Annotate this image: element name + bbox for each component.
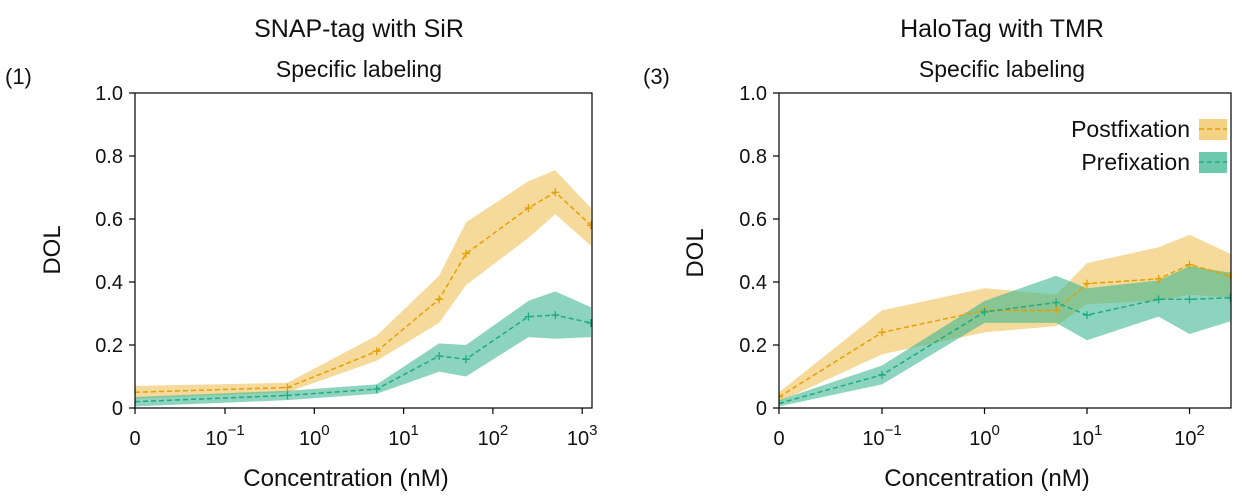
data-point-postfixation [462,249,471,258]
data-point-postfixation [372,347,381,356]
confidence-band-prefixation [135,291,591,407]
axis-ticks: 0 0.2 0.4 0.6 0.8 1.0 0 10−1 100 101 102 [739,83,1205,450]
y-axis-label: DOL [682,228,709,277]
data-point-prefixation [1083,311,1091,320]
legend-swatch [1199,119,1227,140]
x-tick-label: 101 [1072,422,1103,450]
axes-frame [134,92,593,409]
data-point-prefixation [135,397,139,406]
chart-panel-snap-tag: SNAP-tag with SiR Specific labeling (1) … [5,15,597,492]
data-point-prefixation [372,385,381,394]
chart-subtitle: Specific labeling [919,56,1085,82]
x-tick-label: 0 [773,428,784,450]
x-tick-label: 100 [299,422,330,450]
legend-label: Prefixation [1081,149,1190,175]
data-point-prefixation [1154,295,1163,304]
legend-swatch [1199,152,1227,173]
chart-title: HaloTag with TMR [900,15,1104,43]
data-point-prefixation [779,399,783,408]
x-axis-label: Concentration (nM) [243,465,448,492]
chart-panel-halotag: HaloTag with TMR Specific labeling (3) C… [643,15,1232,492]
data-point-postfixation [586,221,592,230]
plot-area [135,170,592,407]
y-tick-label: 0.4 [95,272,123,294]
data-point-prefixation [980,307,989,316]
data-point-prefixation [462,355,471,364]
x-tick-label: 103 [567,422,598,450]
data-point-prefixation [1052,298,1061,307]
y-tick-label: 0 [112,398,123,420]
y-tick-label: 0.2 [95,335,123,357]
confidence-band-prefixation [779,266,1231,407]
x-tick-label: 10−1 [862,422,901,450]
axes-frame [778,92,1232,409]
data-point-postfixation [1154,274,1163,283]
y-tick-label: 1.0 [95,83,123,105]
x-tick-label: 0 [129,428,140,450]
x-tick-label: 101 [388,422,419,450]
data-point-postfixation [1226,271,1231,280]
data-point-postfixation [135,388,139,397]
y-tick-label: 0 [756,398,767,420]
series-line-postfixation [135,191,592,394]
legend: Postfixation Prefixation [1071,116,1227,175]
data-point-postfixation [878,328,886,337]
data-point-prefixation [551,311,560,320]
y-tick-label: 0.6 [95,209,123,231]
series-line-postfixation [779,263,1231,398]
data-point-postfixation [435,295,444,304]
x-tick-label: 100 [969,422,1000,450]
data-point-prefixation [283,391,292,400]
chart-title: SNAP-tag with SiR [254,15,464,43]
confidence-band-postfixation [135,170,591,399]
y-tick-label: 0.2 [739,335,767,357]
data-point-postfixation [1185,260,1194,269]
series-line-prefixation [779,297,1231,405]
data-point-prefixation [524,312,533,321]
y-tick-label: 0.6 [739,209,767,231]
legend-label: Postfixation [1071,116,1190,142]
panel-label: (3) [643,64,670,89]
data-point-postfixation [524,203,533,212]
x-axis-label: Concentration (nM) [884,465,1089,492]
y-tick-label: 0.4 [739,272,767,294]
data-point-prefixation [435,352,444,361]
chart-subtitle: Specific labeling [276,56,442,82]
y-tick-label: 0.8 [739,146,767,168]
x-tick-label: 102 [478,422,509,450]
data-point-postfixation [551,188,560,197]
x-tick-label: 102 [1174,422,1205,450]
data-point-prefixation [1185,295,1194,304]
plot-area [779,234,1231,408]
data-point-postfixation [1083,279,1091,288]
data-point-prefixation [1226,293,1231,302]
data-point-postfixation [1052,306,1061,315]
axis-ticks: 0 0.2 0.4 0.6 0.8 1.0 0 10−1 100 101 102 103 [95,83,597,450]
y-tick-label: 0.8 [95,146,123,168]
y-tick-label: 1.0 [739,83,767,105]
panel-label: (1) [5,64,32,89]
data-point-prefixation [586,318,592,327]
x-tick-label: 10−1 [205,422,244,450]
data-point-postfixation [779,392,783,401]
data-point-prefixation [878,370,886,379]
data-point-postfixation [283,383,292,392]
y-axis-label: DOL [39,225,66,274]
